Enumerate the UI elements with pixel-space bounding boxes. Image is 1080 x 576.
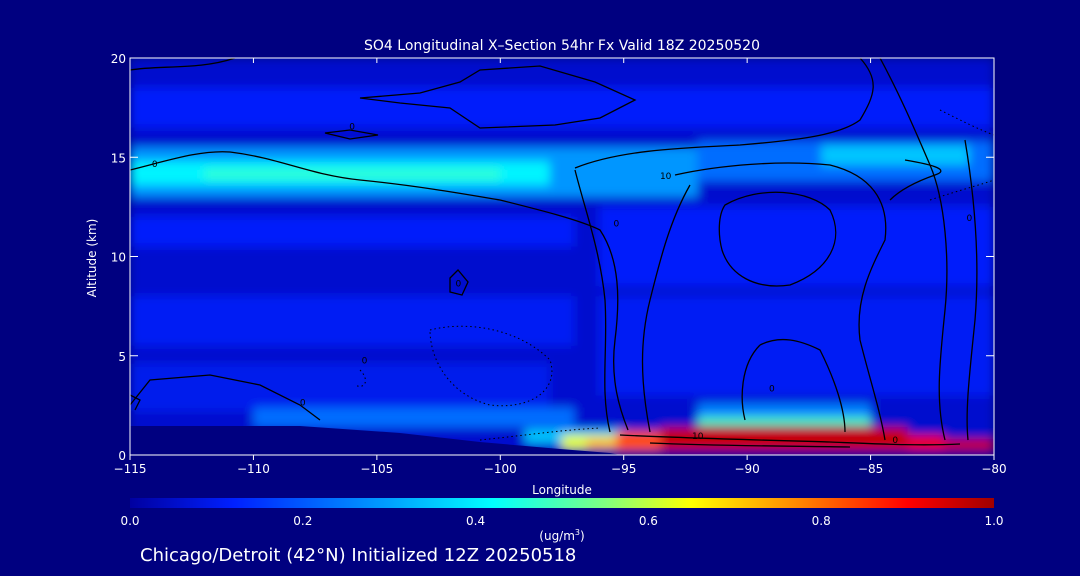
x-axis-label: Longitude xyxy=(532,483,592,497)
field-cell-10 xyxy=(599,296,994,396)
contour-label-10: 0 xyxy=(966,214,972,224)
colorbar-tick-label-5: 1.0 xyxy=(984,514,1003,528)
field-cell-4 xyxy=(204,169,501,180)
y-tick-label-3: 15 xyxy=(111,151,126,165)
plot-area: 0 0 10 0 0 0 0 0 10 0 0 xyxy=(130,58,994,455)
terrain xyxy=(130,426,620,455)
contour-lines-negative xyxy=(354,109,994,441)
field-cell-21 xyxy=(944,439,994,452)
field-cell-18 xyxy=(616,431,661,452)
x-tick-label-1: −110 xyxy=(237,462,270,476)
field-cell-7 xyxy=(130,216,575,247)
field-cell-9 xyxy=(599,206,994,287)
colorbar xyxy=(130,498,994,508)
contour-label-8: 10 xyxy=(692,432,704,442)
chart-subtitle: Chicago/Detroit (42°N) Initialized 12Z 2… xyxy=(140,545,576,566)
field-cell-6 xyxy=(821,145,970,166)
field-cell-20 xyxy=(907,435,945,452)
contour-label-7: 0 xyxy=(769,384,775,394)
contour-label-9: 0 xyxy=(892,436,898,446)
y-axis: 0 5 10 15 20 xyxy=(111,52,994,463)
x-tick-label-0: −115 xyxy=(114,462,147,476)
contour-label-3: 0 xyxy=(613,220,619,230)
field-cell-11 xyxy=(130,363,550,412)
x-axis: −115 −110 −105 −100 −95 −90 −85 −80 xyxy=(114,58,1007,476)
contour-label-4: 0 xyxy=(455,279,461,289)
y-axis-label: Altitude (km) xyxy=(85,219,99,298)
contour-label-6: 0 xyxy=(300,398,306,408)
x-tick-label-3: −100 xyxy=(484,462,517,476)
contour-labels: 0 0 10 0 0 0 0 0 10 0 0 xyxy=(152,122,973,446)
chart-title: SO4 Longitudinal X–Section 54hr Fx Valid… xyxy=(364,38,760,54)
concentration-field xyxy=(130,58,994,455)
colorbar-units-superscript: 3 xyxy=(575,528,580,537)
y-tick-label-2: 10 xyxy=(111,251,126,265)
field-cell-1 xyxy=(130,87,994,128)
x-tick-label-2: −105 xyxy=(360,462,393,476)
field-cell-8 xyxy=(130,296,575,346)
colorbar-tick-label-4: 0.8 xyxy=(812,514,831,528)
colorbar-tick-label-0: 0.0 xyxy=(120,514,139,528)
x-tick-label-6: −85 xyxy=(858,462,883,476)
field-cell-12 xyxy=(253,407,575,428)
x-tick-label-4: −95 xyxy=(611,462,636,476)
x-tick-label-7: −80 xyxy=(981,462,1006,476)
contour-label-0: 0 xyxy=(152,160,158,170)
y-tick-label-1: 5 xyxy=(118,350,126,364)
colorbar-ticks: 0.0 0.2 0.4 0.6 0.8 1.0 xyxy=(120,514,1003,528)
contour-label-1: 0 xyxy=(349,122,355,132)
contour-lines xyxy=(130,58,978,448)
field-cell-17 xyxy=(586,439,624,450)
colorbar-tick-label-3: 0.6 xyxy=(639,514,658,528)
colorbar-tick-label-2: 0.4 xyxy=(466,514,485,528)
contour-label-5: 0 xyxy=(362,357,368,367)
colorbar-tick-label-1: 0.2 xyxy=(293,514,312,528)
colorbar-units: (ug/m3) xyxy=(539,528,584,543)
contour-label-2: 10 xyxy=(660,172,672,182)
y-tick-label-4: 20 xyxy=(111,52,126,66)
field-cell-13 xyxy=(697,403,871,420)
x-tick-label-5: −90 xyxy=(734,462,759,476)
y-tick-label-0: 0 xyxy=(118,449,126,463)
field-cell-14 xyxy=(697,417,871,426)
